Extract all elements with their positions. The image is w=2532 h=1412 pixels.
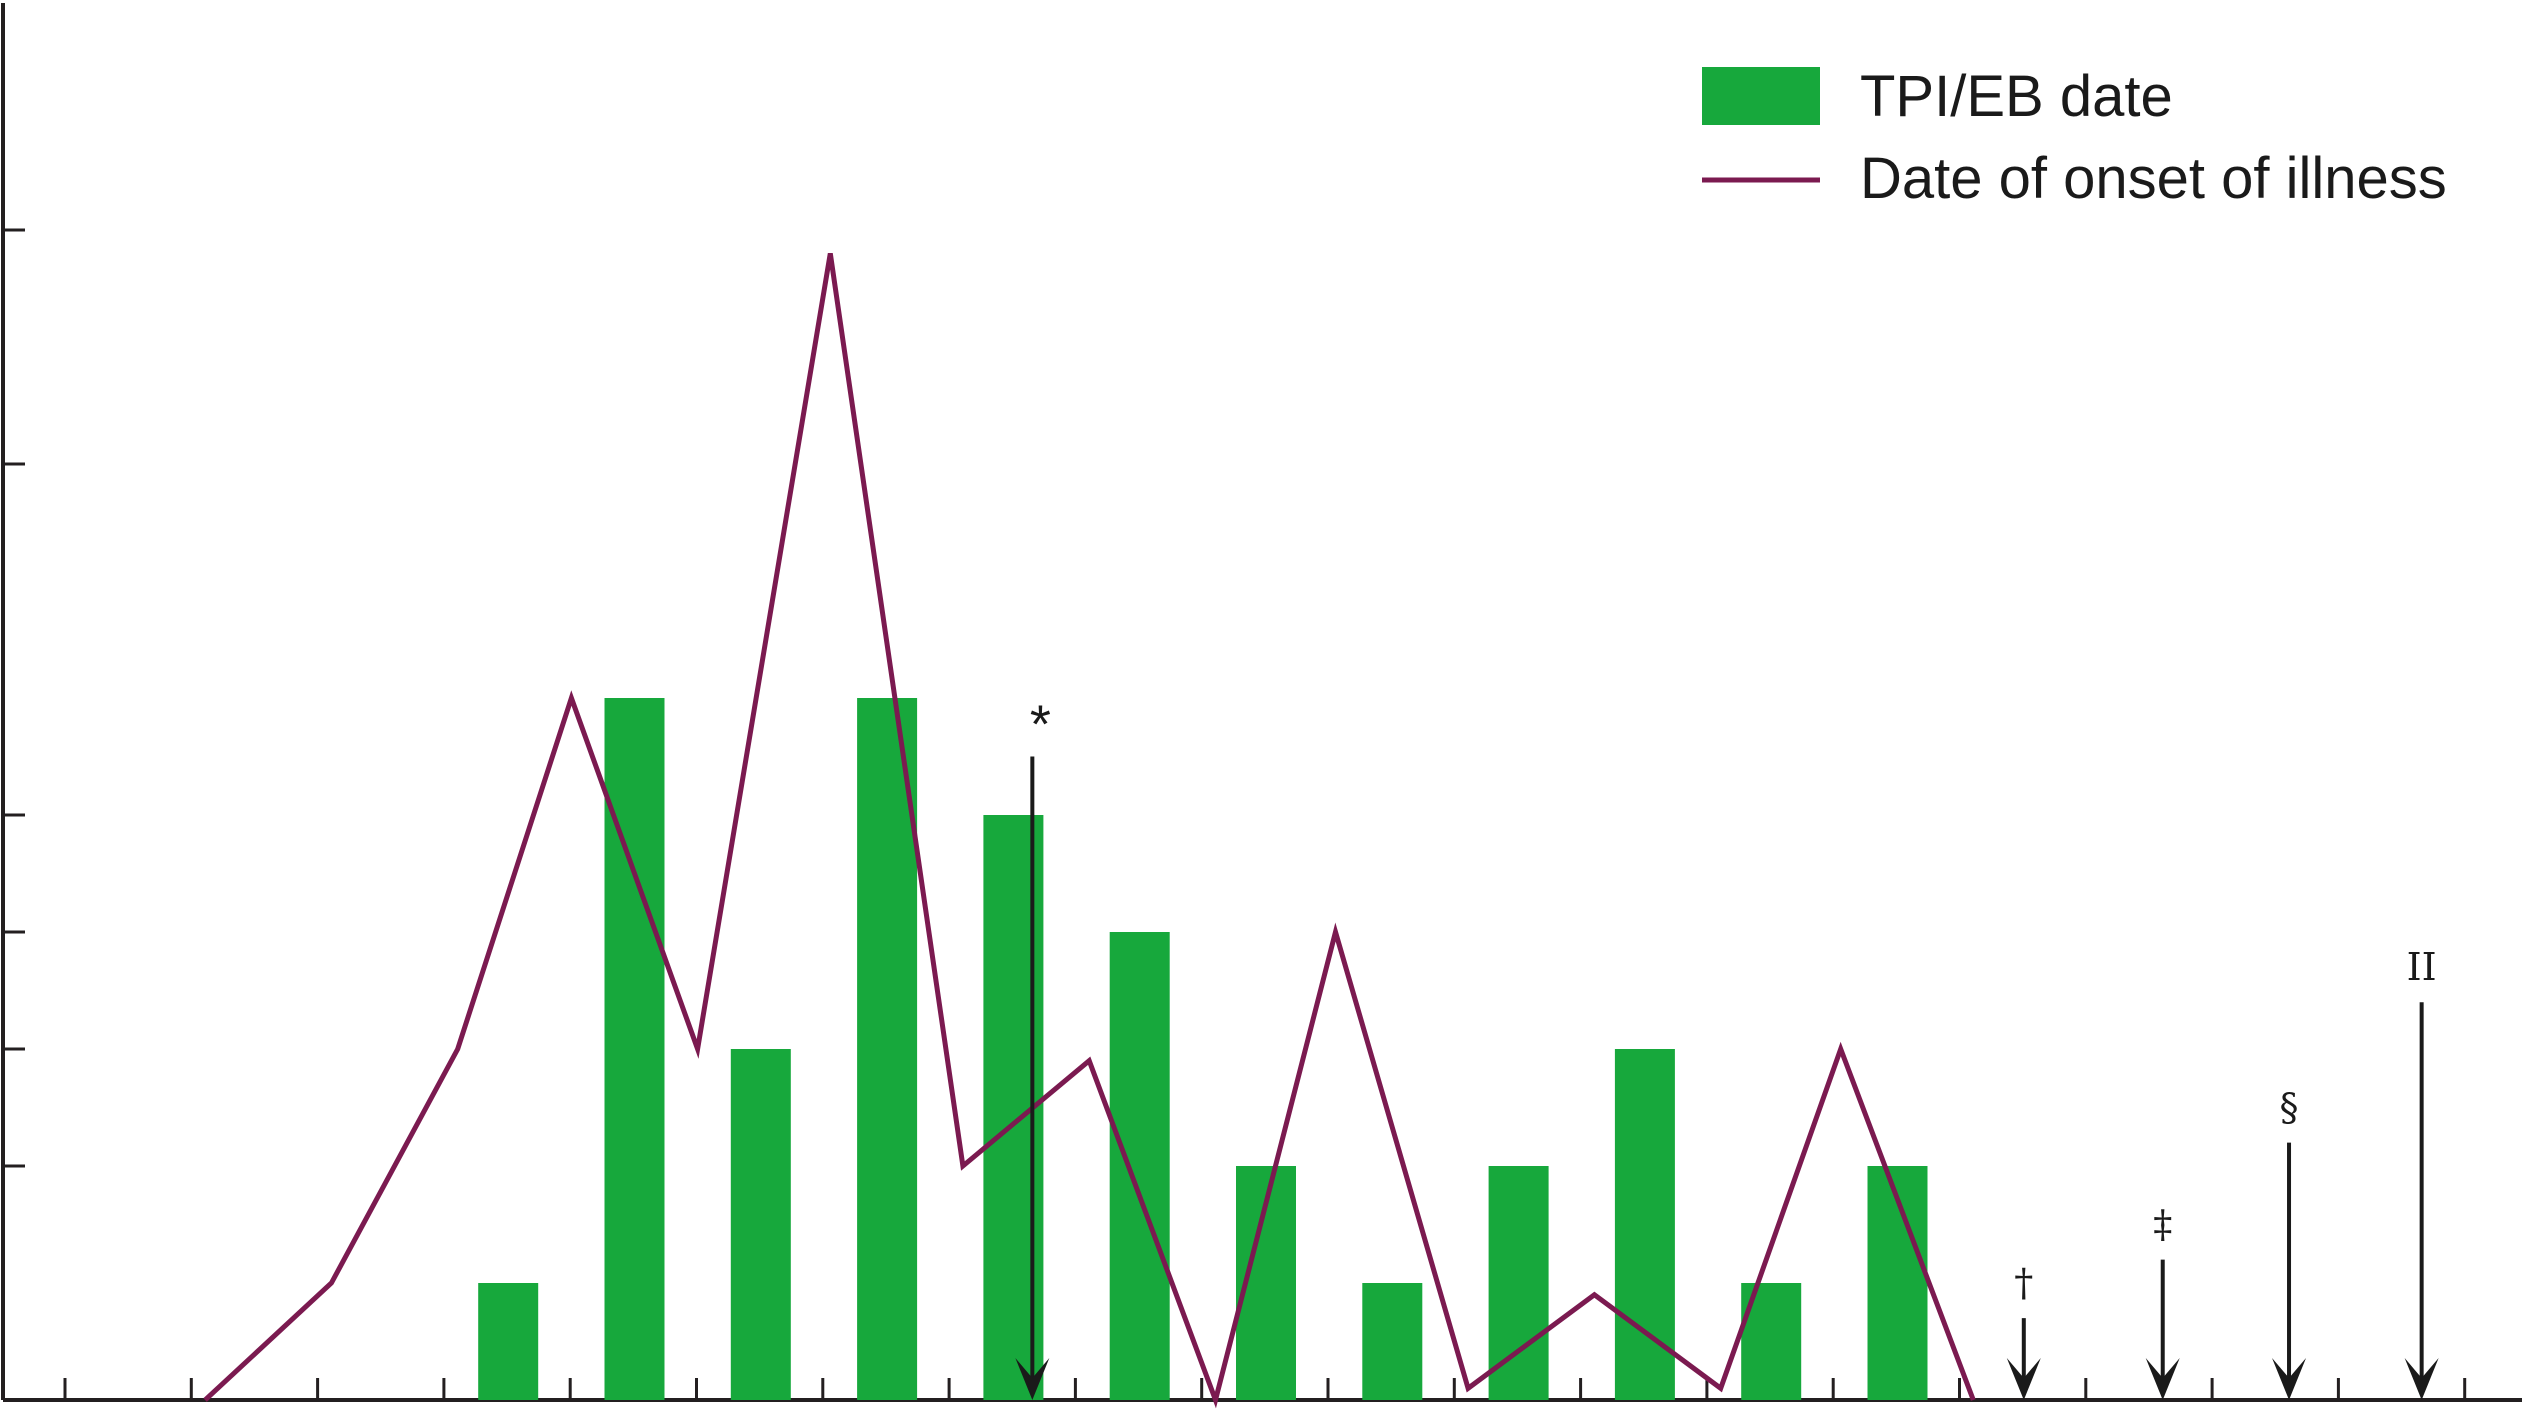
series-line: [203, 252, 1976, 1409]
legend: TPI/EB date Date of onset of illness: [1702, 64, 2447, 211]
legend-label: TPI/EB date: [1860, 64, 2173, 129]
bar: [857, 698, 918, 1400]
line-series: [203, 252, 1976, 1409]
annotation-label: §: [2280, 1086, 2299, 1130]
annotation-arrowhead: [2404, 1358, 2439, 1400]
legend-swatch-bar: [1702, 67, 1820, 125]
bar-series: [478, 698, 1928, 1400]
annotation-label: *: [1030, 695, 1051, 755]
legend-label: Date of onset of illness: [1860, 146, 2447, 211]
annotation-label: ‡: [2153, 1203, 2172, 1247]
annotation-arrowhead: [2272, 1358, 2307, 1400]
axes: [1, 3, 2522, 1402]
annotations: * † ‡ § II: [1015, 695, 2439, 1400]
bar: [1488, 1166, 1549, 1400]
annotation-label: II: [2407, 945, 2437, 989]
annotation-arrowhead: [2145, 1358, 2180, 1400]
bar: [1614, 1049, 1675, 1400]
bar: [1362, 1283, 1423, 1400]
bar: [730, 1049, 791, 1400]
annotation-label: †: [2014, 1261, 2033, 1305]
annotation-arrowhead: [1015, 1358, 1050, 1400]
bar: [478, 1283, 539, 1400]
annotation-arrowhead: [2006, 1358, 2041, 1400]
bar: [604, 698, 665, 1400]
bar: [1109, 932, 1170, 1400]
